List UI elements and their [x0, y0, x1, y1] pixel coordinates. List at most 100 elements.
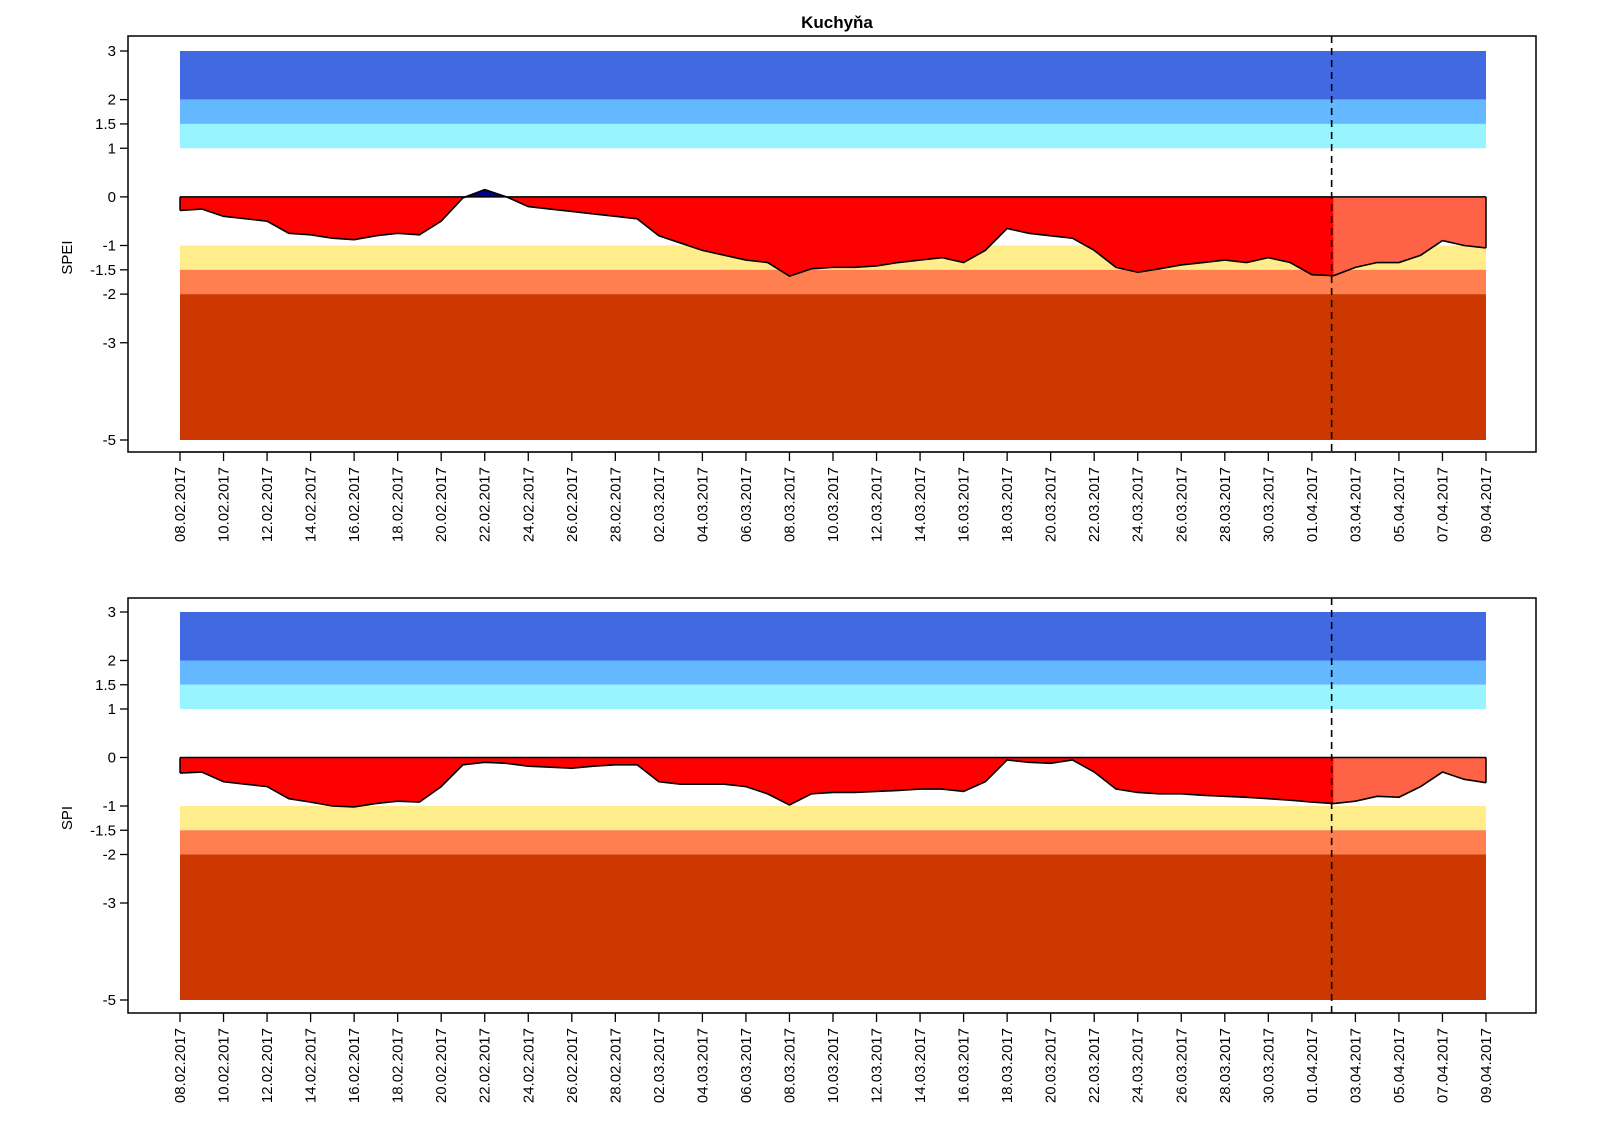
- x-tick-label: 30.03.2017: [1260, 1028, 1277, 1103]
- x-tick-label: 14.03.2017: [912, 467, 929, 542]
- category-band-2: [180, 684, 1486, 709]
- x-tick-label: 05.04.2017: [1391, 1028, 1408, 1103]
- x-tick-label: 24.03.2017: [1130, 1028, 1147, 1103]
- y-tick-label: -1: [103, 238, 116, 255]
- category-band-5: [180, 854, 1486, 1000]
- x-tick-label: 06.03.2017: [738, 1028, 755, 1103]
- x-tick-label: 26.03.2017: [1173, 467, 1190, 542]
- spi-panel: 3 2 1.5 1 0 -1 -1.5 -2 -3 -5 SPI 08.02.2017 10.02.20…: [59, 597, 1537, 1103]
- x-tick-label: 12.03.2017: [869, 1028, 886, 1103]
- x-tick-label: 04.03.2017: [694, 1028, 711, 1103]
- x-tick-label: 24.03.2017: [1130, 467, 1147, 542]
- figure-title: Kuchyňa: [801, 13, 873, 32]
- y-axis-label: SPI: [59, 806, 76, 830]
- positive-area: [180, 189, 1486, 197]
- negative-area: [180, 757, 1334, 807]
- x-tick-label: 08.02.2017: [172, 1028, 189, 1103]
- y-tick-label: 1.5: [95, 116, 116, 133]
- x-tick-label: 28.02.2017: [607, 1028, 624, 1103]
- y-tick-label: -1: [103, 798, 116, 815]
- y-tick-label: -3: [103, 335, 116, 352]
- x-tick-label: 02.03.2017: [651, 1028, 668, 1103]
- x-tick-label: 12.03.2017: [869, 467, 886, 542]
- x-tick-label: 04.03.2017: [694, 467, 711, 542]
- x-tick-label: 08.03.2017: [781, 467, 798, 542]
- x-tick-label: 18.03.2017: [999, 1028, 1016, 1103]
- x-tick-label: 20.02.2017: [433, 1028, 450, 1103]
- y-tick-label: -1.5: [90, 822, 116, 839]
- y-tick-label: -1.5: [90, 262, 116, 279]
- y-tick-label: 3: [108, 43, 116, 60]
- y-tick-label: -2: [103, 847, 116, 864]
- x-tick-label: 12.02.2017: [259, 467, 276, 542]
- y-tick-label: -2: [103, 286, 116, 303]
- x-tick-label: 28.03.2017: [1217, 467, 1234, 542]
- x-tick-label: 09.04.2017: [1478, 1028, 1495, 1103]
- y-tick-label: 1: [108, 140, 116, 157]
- y-tick-label: -3: [103, 895, 116, 912]
- y-tick-label: 2: [108, 653, 116, 670]
- x-tick-label: 30.03.2017: [1260, 467, 1277, 542]
- x-tick-label: 01.04.2017: [1304, 467, 1321, 542]
- category-band-4: [180, 830, 1486, 855]
- x-tick-label: 22.03.2017: [1086, 1028, 1103, 1103]
- x-tick-label: 03.04.2017: [1347, 1028, 1364, 1103]
- y-tick-label: 0: [108, 189, 116, 206]
- x-tick-label: 16.02.2017: [346, 1028, 363, 1103]
- category-band-0: [180, 51, 1486, 100]
- x-tick-label: 05.04.2017: [1391, 467, 1408, 542]
- x-tick-label: 12.02.2017: [259, 1028, 276, 1103]
- category-band-4: [180, 269, 1486, 295]
- y-tick-label: 3: [108, 604, 116, 621]
- x-tick-label: 07.04.2017: [1434, 467, 1451, 542]
- x-tick-label: 18.02.2017: [390, 1028, 407, 1103]
- x-tick-label: 14.02.2017: [303, 1028, 320, 1103]
- x-tick-label: 18.02.2017: [390, 467, 407, 542]
- x-tick-label: 10.03.2017: [825, 1028, 842, 1103]
- y-tick-label: 0: [108, 750, 116, 767]
- x-tick-label: 22.02.2017: [477, 1028, 494, 1103]
- x-tick-label: 22.02.2017: [477, 467, 494, 542]
- forecast-negative-area: [1333, 196, 1486, 276]
- x-tick-label: 09.04.2017: [1478, 467, 1495, 542]
- x-tick-label: 16.03.2017: [956, 1028, 973, 1103]
- y-tick-label: -5: [103, 992, 116, 1009]
- x-tick-label: 07.04.2017: [1434, 1028, 1451, 1103]
- x-tick-label: 24.02.2017: [520, 467, 537, 542]
- x-tick-label: 28.03.2017: [1217, 1028, 1234, 1103]
- x-tick-label: 14.03.2017: [912, 1028, 929, 1103]
- x-tick-label: 24.02.2017: [520, 1028, 537, 1103]
- x-tick-label: 18.03.2017: [999, 467, 1016, 542]
- x-tick-label: 28.02.2017: [607, 467, 624, 542]
- x-tick-label: 10.03.2017: [825, 467, 842, 542]
- x-tick-label: 20.03.2017: [1043, 467, 1060, 542]
- x-tick-label: 16.02.2017: [346, 467, 363, 542]
- x-tick-label: 16.03.2017: [956, 467, 973, 542]
- x-tick-label: 26.03.2017: [1173, 1028, 1190, 1103]
- category-band-3: [180, 806, 1486, 831]
- category-band-5: [180, 294, 1486, 440]
- x-tick-label: 26.02.2017: [564, 467, 581, 542]
- series-line: [179, 759, 1487, 808]
- x-tick-label: 08.03.2017: [781, 1028, 798, 1103]
- x-tick-label: 02.03.2017: [651, 467, 668, 542]
- forecast-negative-area: [1333, 757, 1486, 804]
- x-tick-label: 06.03.2017: [738, 467, 755, 542]
- x-tick-label: 20.02.2017: [433, 467, 450, 542]
- y-tick-label: 1.5: [95, 677, 116, 694]
- category-band-1: [180, 99, 1486, 124]
- x-tick-label: 10.02.2017: [216, 1028, 233, 1103]
- y-tick-label: 2: [108, 92, 116, 109]
- x-tick-label: 03.04.2017: [1347, 467, 1364, 542]
- x-tick-label: 14.02.2017: [303, 467, 320, 542]
- series-line: [179, 188, 1487, 278]
- x-tick-label: 10.02.2017: [216, 467, 233, 542]
- negative-area: [180, 196, 1334, 277]
- y-axis-label: SPEI: [59, 240, 76, 274]
- category-band-0: [180, 612, 1486, 661]
- category-band-2: [180, 123, 1486, 149]
- x-tick-label: 26.02.2017: [564, 1028, 581, 1103]
- y-tick-label: -5: [103, 432, 116, 449]
- x-tick-label: 22.03.2017: [1086, 467, 1103, 542]
